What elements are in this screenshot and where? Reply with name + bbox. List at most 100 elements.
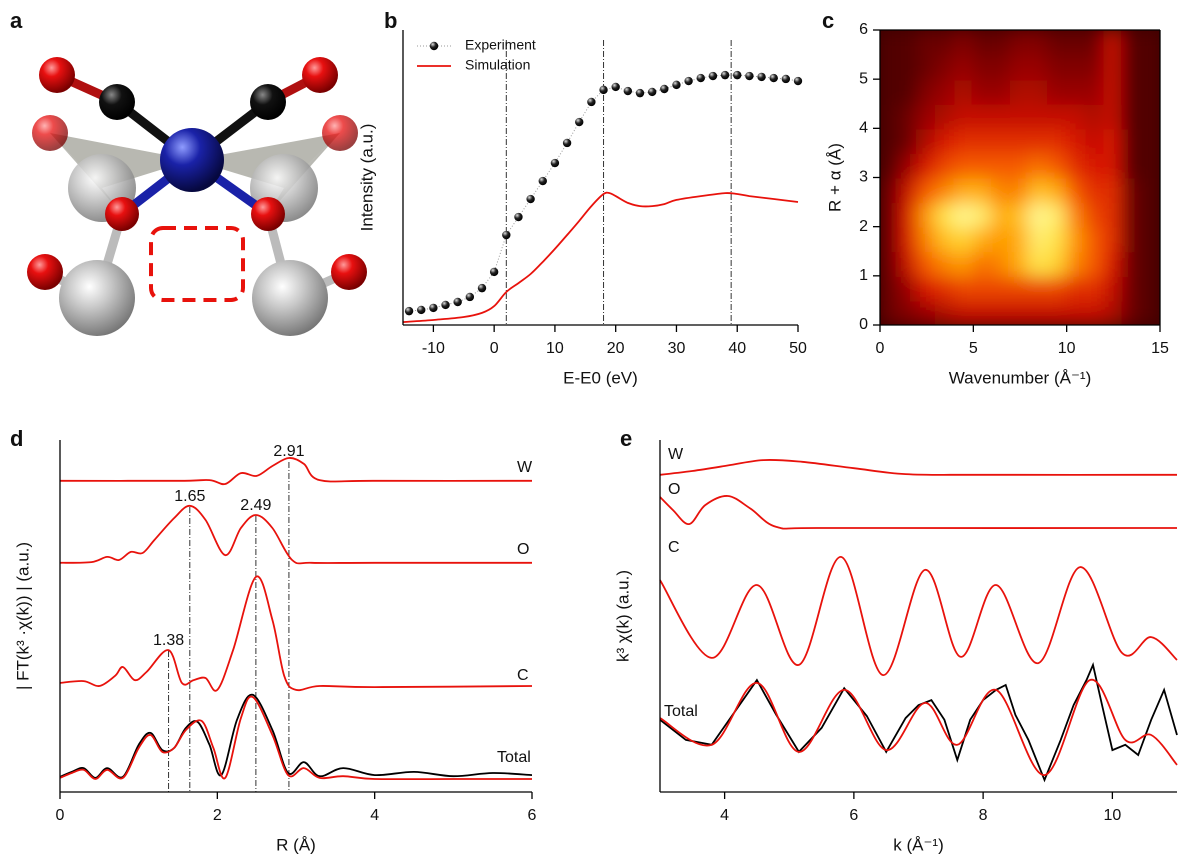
heatmap-cell bbox=[935, 274, 956, 302]
heatmap-cell bbox=[991, 250, 1012, 277]
heatmap-cell bbox=[1140, 151, 1160, 179]
series-line bbox=[659, 556, 1178, 676]
heatmap-cell bbox=[1009, 102, 1031, 130]
heatmap-cell bbox=[935, 53, 956, 81]
heatmap-cell bbox=[972, 201, 993, 228]
heatmap-cell bbox=[1140, 250, 1160, 277]
heatmap-cell bbox=[1009, 176, 1031, 204]
data-point bbox=[745, 71, 754, 81]
heatmap-cell bbox=[1028, 151, 1049, 179]
heatmap-cell bbox=[1103, 274, 1124, 302]
heatmap-cell bbox=[1103, 176, 1124, 204]
heatmap-cell bbox=[916, 102, 937, 130]
heatmap-cell bbox=[1084, 127, 1105, 154]
heatmap-cell bbox=[1009, 151, 1031, 179]
heatmap-cell bbox=[972, 151, 993, 179]
heatmap-cell bbox=[1103, 299, 1124, 325]
annotation: 2.91 bbox=[273, 443, 304, 460]
heatmap-cell bbox=[916, 127, 937, 154]
heatmap-cell bbox=[1140, 127, 1160, 154]
heatmap-cell bbox=[1009, 225, 1031, 253]
data-point bbox=[477, 283, 487, 293]
series-label: C bbox=[668, 539, 680, 556]
heatmap-cell bbox=[1121, 225, 1143, 253]
legend-label: Experiment bbox=[465, 37, 536, 53]
heatmap-cell bbox=[991, 30, 1012, 56]
data-point bbox=[453, 297, 462, 307]
heatmap-cell bbox=[1047, 274, 1068, 302]
y-tick-label: 4 bbox=[859, 120, 868, 137]
y-tick-label: 1 bbox=[859, 267, 868, 284]
heatmap-cell bbox=[972, 225, 993, 253]
heatmap-cell bbox=[1065, 225, 1087, 253]
heatmap-cell bbox=[953, 102, 975, 130]
y-axis-label: k³ χ(k) (a.u.) bbox=[613, 570, 632, 662]
heatmap-cell bbox=[897, 102, 919, 130]
heatmap-cell bbox=[1028, 250, 1049, 277]
heatmap-cell bbox=[1028, 176, 1049, 204]
data-point bbox=[538, 176, 547, 186]
data-point bbox=[684, 76, 693, 86]
heatmap-cell bbox=[1065, 201, 1087, 228]
heatmap-cell bbox=[1121, 127, 1143, 154]
y-axis-label: R + α (Å) bbox=[825, 143, 844, 212]
data-point bbox=[502, 230, 511, 240]
data-point bbox=[562, 138, 572, 148]
data-point bbox=[587, 97, 596, 107]
series-line bbox=[659, 679, 1178, 777]
heatmap-cell bbox=[935, 151, 956, 179]
y-axis-label: | FT(k³ ·χ(k)) | (a.u.) bbox=[13, 542, 32, 690]
heatmap-cell bbox=[1009, 299, 1031, 325]
heatmap-cell bbox=[916, 30, 937, 56]
heatmap-cell bbox=[880, 201, 900, 228]
heatmap-cell bbox=[880, 53, 900, 81]
series-line bbox=[659, 495, 1178, 530]
heatmap-cell bbox=[1009, 53, 1031, 81]
data-point bbox=[429, 303, 438, 313]
data-point bbox=[441, 300, 450, 310]
data-point bbox=[514, 212, 523, 222]
heatmap-cell bbox=[972, 102, 993, 130]
heatmap-cell bbox=[916, 53, 937, 81]
heatmap-cell bbox=[897, 53, 919, 81]
heatmap-cell bbox=[1121, 250, 1143, 277]
heatmap-cell bbox=[1047, 201, 1068, 228]
series-line bbox=[59, 695, 532, 781]
heatmap-cell bbox=[880, 102, 900, 130]
x-tick-label: 30 bbox=[668, 340, 686, 357]
series-label: O bbox=[668, 481, 680, 498]
heatmap-cell bbox=[991, 151, 1012, 179]
heatmap-cell bbox=[1028, 274, 1049, 302]
heatmap-cell bbox=[972, 299, 993, 325]
heatmap-cell bbox=[1121, 151, 1143, 179]
heatmap-cell bbox=[1140, 274, 1160, 302]
heatmap-cell bbox=[1065, 30, 1087, 56]
data-point bbox=[696, 73, 705, 83]
heatmap-cell bbox=[953, 151, 975, 179]
y-tick-label: 0 bbox=[859, 316, 868, 333]
heatmap-cell bbox=[1103, 102, 1124, 130]
heatmap-cell bbox=[1028, 53, 1049, 81]
series-label: Total bbox=[497, 749, 531, 766]
heatmap-cell bbox=[1084, 151, 1105, 179]
heatmap-cell bbox=[1009, 30, 1031, 56]
panel-label: e bbox=[620, 426, 632, 451]
heatmap-cell bbox=[1009, 78, 1031, 105]
heatmap-cell bbox=[1103, 127, 1124, 154]
heatmap-cell bbox=[1121, 176, 1143, 204]
heatmap-cell bbox=[935, 250, 956, 277]
y-tick-label: 2 bbox=[859, 218, 868, 235]
series-line bbox=[59, 504, 532, 565]
heatmap-cell bbox=[953, 250, 975, 277]
heatmap-cell bbox=[953, 299, 975, 325]
x-tick-label: 2 bbox=[213, 807, 222, 824]
heatmap-cell bbox=[1065, 250, 1087, 277]
x-tick-label: 10 bbox=[1103, 807, 1121, 824]
heatmap-cell bbox=[916, 176, 937, 204]
heatmap-cell bbox=[991, 225, 1012, 253]
heatmap-cell bbox=[1065, 102, 1087, 130]
heatmap-cell bbox=[897, 250, 919, 277]
x-tick-label: 6 bbox=[849, 807, 858, 824]
heatmap-cell bbox=[916, 250, 937, 277]
